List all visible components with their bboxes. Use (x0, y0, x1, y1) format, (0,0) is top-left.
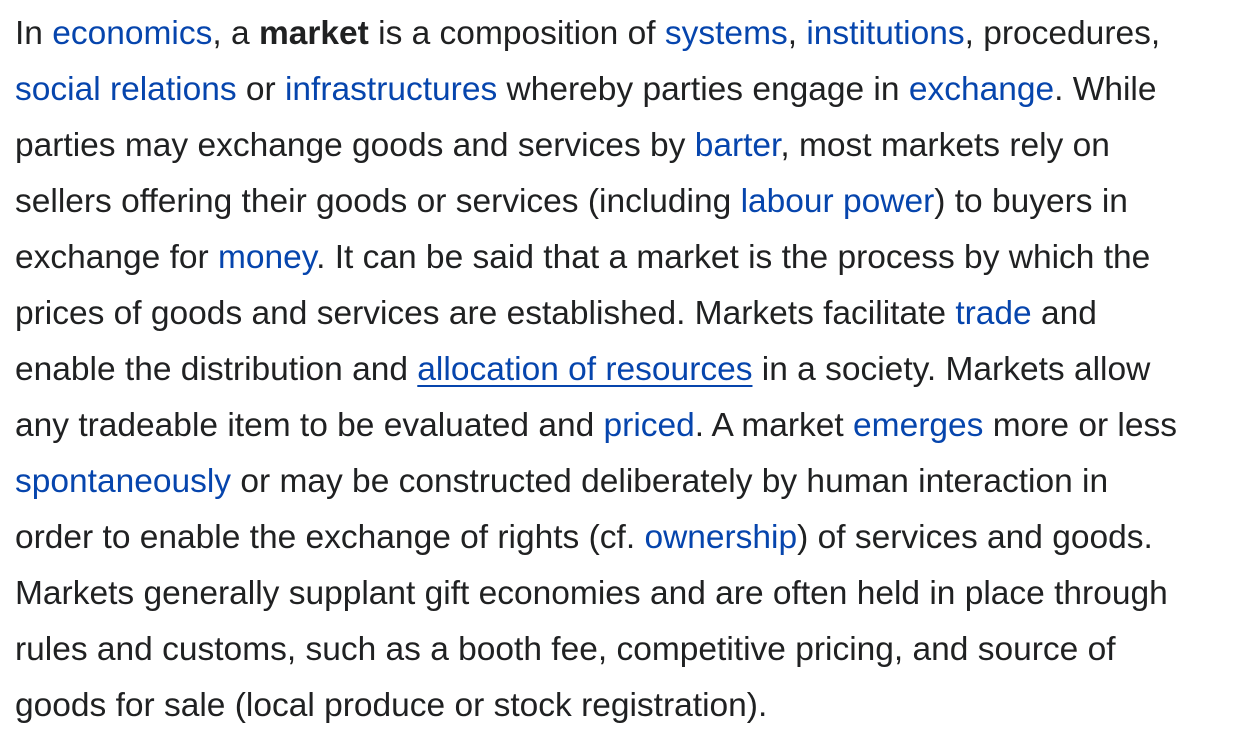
paragraph-line: social relations or infrastructures wher… (15, 62, 1244, 118)
text-run: . While (1054, 71, 1157, 108)
paragraph-line: order to enable the exchange of rights (… (15, 510, 1244, 566)
text-run: ) of services and goods. (797, 519, 1153, 556)
paragraph-line: Markets generally supplant gift economie… (15, 566, 1244, 622)
text-run: Markets generally supplant gift economie… (15, 575, 1168, 612)
paragraph-line: prices of goods and services are establi… (15, 286, 1244, 342)
text-run: or (236, 71, 285, 108)
text-run: goods for sale (local produce or stock r… (15, 687, 768, 724)
paragraph-line: exchange for money. It can be said that … (15, 230, 1244, 286)
link-systems[interactable]: systems (664, 15, 788, 52)
link-emerges[interactable]: emerges (853, 407, 984, 444)
paragraph-line: sellers offering their goods or services… (15, 174, 1244, 230)
link-institutions[interactable]: institutions (806, 15, 965, 52)
link-barter[interactable]: barter (694, 127, 781, 164)
text-run: , procedures, (964, 15, 1161, 52)
text-run: , most markets rely on (780, 127, 1110, 164)
text-run: in a society. Markets allow (752, 351, 1151, 388)
paragraph-line: goods for sale (local produce or stock r… (15, 678, 1244, 734)
text-run: parties may exchange goods and services … (15, 127, 695, 164)
link-economics[interactable]: economics (52, 15, 213, 52)
text-run: prices of goods and services are establi… (15, 295, 956, 332)
paragraph-line: any tradeable item to be evaluated and p… (15, 398, 1244, 454)
text-run: rules and customs, such as a booth fee, … (15, 631, 1116, 668)
text-run: more or less (983, 407, 1177, 444)
link-labour-power[interactable]: labour power (740, 183, 935, 220)
paragraph-line: parties may exchange goods and services … (15, 118, 1244, 174)
text-run: any tradeable item to be evaluated and (15, 407, 604, 444)
text-run: is a composition of (368, 15, 665, 52)
link-infrastructures[interactable]: infrastructures (284, 71, 498, 108)
link-ownership[interactable]: ownership (644, 519, 798, 556)
text-run: , (787, 15, 807, 52)
text-run: . It can be said that a market is the pr… (316, 239, 1151, 276)
link-spontaneously[interactable]: spontaneously (15, 463, 232, 500)
text-run: In (15, 15, 53, 52)
link-social-relations[interactable]: social relations (15, 71, 237, 108)
text-run: whereby parties engage in (497, 71, 909, 108)
text-run: and (1031, 295, 1097, 332)
text-run: sellers offering their goods or services… (15, 183, 741, 220)
paragraph-line: In economics, a market is a composition … (15, 6, 1244, 62)
link-priced[interactable]: priced (603, 407, 695, 444)
link-trade[interactable]: trade (955, 295, 1032, 332)
text-run: or may be constructed deliberately by hu… (231, 463, 1109, 500)
text-run: ) to buyers in (934, 183, 1128, 220)
paragraph-line: spontaneously or may be constructed deli… (15, 454, 1244, 510)
text-run: , a (212, 15, 259, 52)
paragraph-line: rules and customs, such as a booth fee, … (15, 622, 1244, 678)
bold-term-market: market (258, 15, 369, 52)
link-money[interactable]: money (218, 239, 317, 276)
text-run: enable the distribution and (15, 351, 418, 388)
link-exchange[interactable]: exchange (908, 71, 1055, 108)
text-run: exchange for (15, 239, 218, 276)
paragraph-line: enable the distribution and allocation o… (15, 342, 1244, 398)
link-allocation-of-resources[interactable]: allocation of resources (417, 351, 753, 388)
text-run: . A market (694, 407, 854, 444)
article-paragraph: In economics, a market is a composition … (15, 6, 1244, 734)
text-run: order to enable the exchange of rights (… (15, 519, 645, 556)
